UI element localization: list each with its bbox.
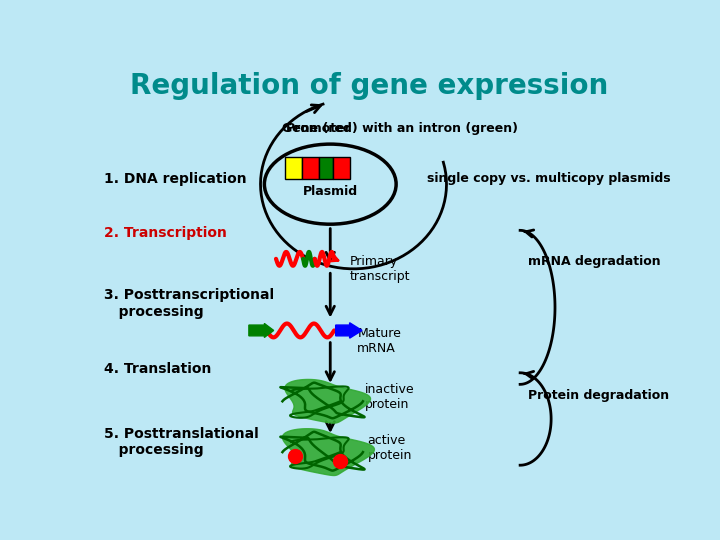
Text: Gene (red) with an intron (green): Gene (red) with an intron (green) — [282, 122, 518, 135]
Text: 2. Transcription: 2. Transcription — [104, 226, 227, 240]
Text: single copy vs. multicopy plasmids: single copy vs. multicopy plasmids — [427, 172, 671, 185]
FancyArrow shape — [336, 323, 362, 338]
FancyArrow shape — [249, 323, 274, 338]
Bar — [285, 157, 302, 179]
Text: 3. Posttranscriptional
   processing: 3. Posttranscriptional processing — [104, 288, 274, 319]
Text: Protein degradation: Protein degradation — [528, 389, 669, 402]
Text: mRNA degradation: mRNA degradation — [528, 255, 660, 268]
Bar — [333, 157, 351, 179]
Text: Mature
mRNA: Mature mRNA — [357, 327, 401, 355]
Bar — [320, 157, 333, 179]
Text: Promoter: Promoter — [286, 122, 351, 135]
Text: 1. DNA replication: 1. DNA replication — [104, 172, 246, 186]
Text: active
protein: active protein — [367, 434, 412, 462]
Text: Plasmid: Plasmid — [302, 185, 358, 198]
Text: 5. Posttranslational
   processing: 5. Posttranslational processing — [104, 427, 258, 457]
Bar — [302, 157, 320, 179]
Polygon shape — [285, 380, 371, 423]
Text: Primary
transcript: Primary transcript — [350, 255, 410, 283]
Text: Regulation of gene expression: Regulation of gene expression — [130, 72, 608, 100]
Text: 4. Translation: 4. Translation — [104, 362, 212, 376]
Polygon shape — [282, 429, 374, 476]
Text: inactive
protein: inactive protein — [365, 383, 415, 411]
